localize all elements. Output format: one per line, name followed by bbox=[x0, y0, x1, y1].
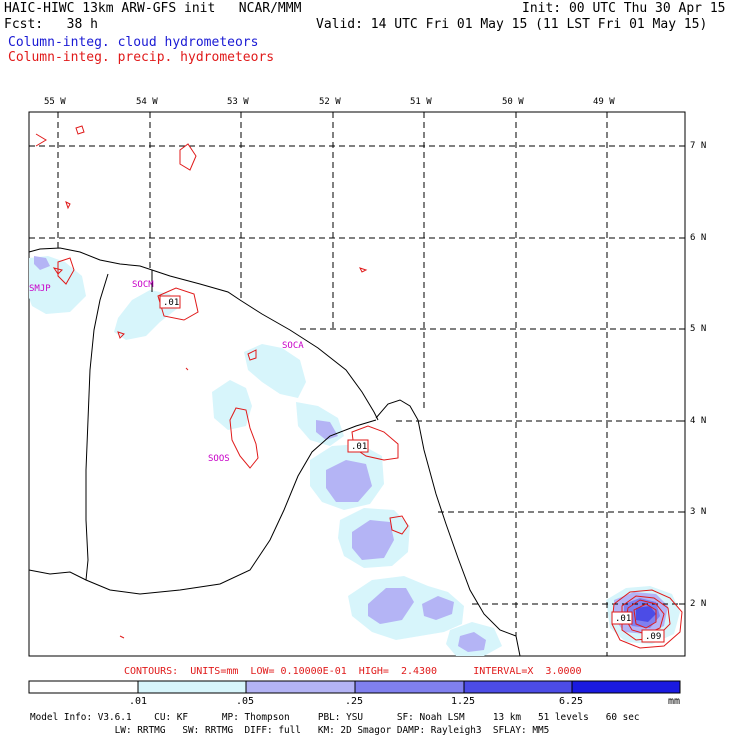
contour-label-boxes bbox=[159, 295, 665, 643]
grid-lines bbox=[29, 112, 685, 656]
contour-label: .01 bbox=[163, 298, 180, 308]
model-info-line2: LW: RRTMG SW: RRTMG DIFF: full KM: 2D Sm… bbox=[30, 725, 550, 736]
forecast-hour: Fcst: 38 h bbox=[4, 17, 98, 32]
cloud-shading-max bbox=[636, 606, 656, 622]
lat-label: 2 N bbox=[690, 599, 707, 609]
lon-label: 52 W bbox=[319, 97, 341, 107]
lon-label: 49 W bbox=[593, 97, 615, 107]
lat-label: 4 N bbox=[690, 416, 707, 426]
lat-label: 7 N bbox=[690, 141, 707, 151]
colorbar-label: 1.25 bbox=[451, 696, 476, 707]
lat-label: 5 N bbox=[690, 324, 707, 334]
colorbar-units: mm bbox=[668, 696, 681, 707]
coastline bbox=[28, 247, 521, 657]
colorbar-bin bbox=[28, 680, 139, 694]
colorbar-bin bbox=[571, 680, 681, 694]
station-label: SMJP bbox=[29, 284, 51, 294]
valid-time: Valid: 14 UTC Fri 01 May 15 (11 LST Fri … bbox=[316, 17, 708, 32]
lon-label: 55 W bbox=[44, 97, 66, 107]
contour-label: .01 bbox=[351, 442, 368, 452]
contour-label: .01 bbox=[615, 614, 632, 624]
station-label: SOCA bbox=[282, 341, 304, 351]
colorbar-label: .05 bbox=[236, 696, 255, 707]
map-frame bbox=[28, 111, 686, 657]
colorbar-bin bbox=[245, 680, 356, 694]
station-label: SOOS bbox=[208, 454, 230, 464]
station-label: SOCM bbox=[132, 280, 154, 290]
field-precip-legend: Column-integ. precip. hydrometeors bbox=[8, 50, 275, 65]
contour-label: .09 bbox=[645, 632, 662, 642]
init-time: Init: 00 UTC Thu 30 Apr 15 bbox=[522, 1, 726, 16]
field-cloud-legend: Column-integ. cloud hydrometeors bbox=[8, 35, 259, 50]
colorbar-bin bbox=[354, 680, 465, 694]
colorbar-label: .01 bbox=[129, 696, 148, 707]
lon-label: 54 W bbox=[136, 97, 158, 107]
contour-info: CONTOURS: UNITS=mm LOW= 0.10000E-01 HIGH… bbox=[124, 666, 582, 677]
colorbar-bin bbox=[137, 680, 247, 694]
title-left: HAIC-HIWC 13km ARW-GFS init NCAR/MMM bbox=[4, 1, 302, 16]
lat-label: 6 N bbox=[690, 233, 707, 243]
model-info-line1: Model Info: V3.6.1 CU: KF MP: Thompson P… bbox=[30, 712, 640, 723]
colorbar-label: .25 bbox=[345, 696, 364, 707]
lon-label: 53 W bbox=[227, 97, 249, 107]
colorbar-label: 6.25 bbox=[559, 696, 584, 707]
lon-label: 51 W bbox=[410, 97, 432, 107]
colorbar-bin bbox=[463, 680, 573, 694]
lon-label: 50 W bbox=[502, 97, 524, 107]
lat-label: 3 N bbox=[690, 507, 707, 517]
